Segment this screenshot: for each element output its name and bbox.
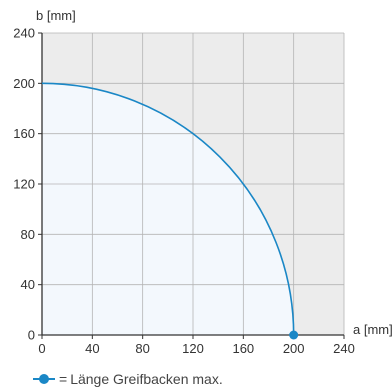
x-axis-label: a [mm]	[353, 322, 392, 337]
legend: = Länge Greifbacken max.	[33, 370, 223, 388]
series-line	[41, 82, 295, 336]
y-tick-label: 240	[13, 26, 35, 41]
x-tick-label: 40	[85, 341, 99, 356]
legend-label: Länge Greifbacken max.	[70, 371, 223, 387]
y-tick-label: 200	[13, 76, 35, 91]
x-tick-label: 200	[283, 341, 305, 356]
x-tick-label: 160	[232, 341, 254, 356]
x-tick-label: 80	[135, 341, 149, 356]
x-tick-label: 120	[182, 341, 204, 356]
area-under-curve	[42, 83, 294, 335]
y-axis-label: b [mm]	[36, 8, 76, 23]
legend-equals-sign: =	[59, 371, 68, 387]
series-point	[289, 330, 299, 340]
series-markers	[289, 330, 299, 340]
y-tick-label: 0	[28, 328, 35, 343]
y-tick-label: 120	[13, 177, 35, 192]
y-tick-label: 40	[21, 277, 35, 292]
axis-ticks: 0 40 80 120 160 200 240 0 40 80 120 160 200 240	[13, 26, 355, 357]
y-tick-label: 160	[13, 126, 35, 141]
y-tick-label: 80	[21, 227, 35, 242]
x-tick-label: 240	[333, 341, 355, 356]
x-tick-label: 0	[38, 341, 45, 356]
legend-marker-icon	[33, 373, 55, 385]
